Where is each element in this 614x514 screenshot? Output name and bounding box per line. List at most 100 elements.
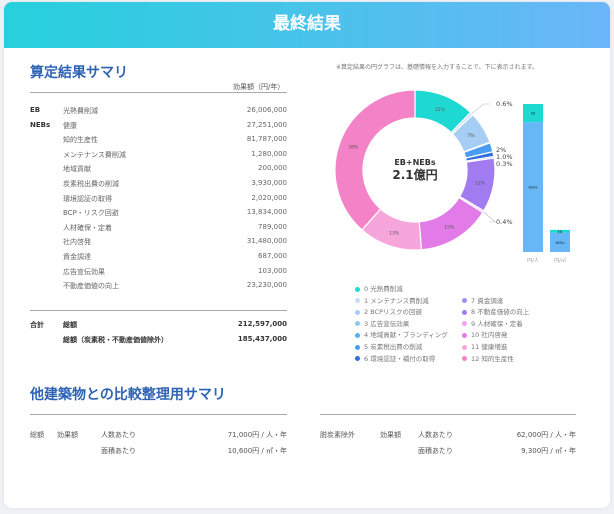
legend-label: 2 BCPリスクの回避	[364, 308, 423, 317]
item-value: 27,251,000	[246, 120, 287, 129]
legend-swatch	[462, 332, 467, 338]
item-name: 炭素税出費の削減	[63, 180, 119, 188]
chart-note: ※算定結果の円グラフは、基礎情報を入力することで、下に表示されます。	[336, 64, 539, 71]
bar-segment	[550, 232, 570, 252]
charts: 12% 0.6% 7% 2%1.0%0.3% 11% 0.4% 15% 13% 38% EB+NE…	[334, 89, 570, 264]
comparison-left-label: 面積あたり	[101, 447, 136, 455]
table-row: 広告宣伝効果 103,000	[30, 267, 287, 281]
item-name: 健康	[63, 121, 77, 130]
summary-title: 算定結果サマリ	[30, 65, 128, 81]
item-name: 環境認証の取得	[63, 194, 112, 203]
legend-item: 3 広告宣伝効果	[355, 318, 409, 328]
legend-swatch	[355, 321, 360, 327]
divider	[30, 414, 287, 415]
legend-item: 0 光熱費削減	[355, 283, 403, 293]
legend-item: 5 炭素税出費の削減	[355, 341, 422, 351]
comparison-left-value: 71,000円 / 人・年	[227, 431, 287, 439]
item-value: 200,000	[258, 164, 287, 173]
table-row: 炭素税出費の削減 3,930,000	[30, 179, 287, 193]
legend-swatch	[355, 309, 360, 315]
bar-segment	[550, 229, 570, 233]
item-value: 31,480,000	[246, 237, 287, 246]
callout-line	[483, 211, 497, 223]
slice-label: 11%	[475, 181, 486, 187]
item-name: 地域貢献	[63, 165, 91, 174]
page-title: 最終結果	[4, 2, 610, 48]
comparison-right-value: 9,300円 / ㎡・年	[521, 447, 576, 455]
legend-swatch	[462, 298, 467, 304]
item-name: メンテナンス費削減	[63, 150, 126, 159]
item-value: 1,280,000	[251, 149, 287, 158]
donut-center-label: EB+NEBs	[394, 158, 436, 167]
comparison-left-kind: 効果額	[57, 431, 78, 439]
total-row: 総額（炭素税・不動産価値除外） 185,437,000	[30, 335, 287, 349]
legend-label: 8 不動産価値の向上	[471, 308, 530, 317]
table-row: 知的生産性 81,787,000	[30, 135, 287, 149]
item-value: 81,787,000	[246, 135, 287, 144]
table-row: メンテナンス費削減 1,280,000	[30, 150, 287, 164]
donut-center-value: 2.1億円	[392, 167, 437, 182]
item-value: 3,930,000	[251, 179, 287, 187]
bar-segment-label: EB	[558, 230, 563, 234]
item-value: 687,000	[258, 252, 287, 260]
bar-category-label: 円/㎡	[554, 257, 566, 264]
item-name: 広告宣伝効果	[63, 267, 105, 276]
item-value: 23,230,000	[246, 281, 287, 290]
legend-label: 6 環境認証・補付の取得	[364, 354, 436, 363]
callout-line	[471, 103, 490, 114]
slice-callout-label: 1.0%	[496, 153, 513, 161]
total-value: 212,597,000	[237, 320, 287, 328]
legend-item: 9 人材確保・定着	[462, 318, 523, 328]
slice-callout-label: 0.4%	[496, 218, 513, 226]
bar-segment-label: EB	[531, 112, 536, 116]
legend-label: 3 広告宣伝効果	[364, 319, 410, 328]
legend-label: 4 地域貢献・ブランディング	[364, 331, 448, 340]
slice-callout-label: 0.6%	[496, 100, 513, 108]
total-name: 総額	[63, 321, 77, 329]
legend-swatch	[462, 309, 467, 315]
total-row: 合計 総額 212,597,000	[30, 320, 287, 334]
divider	[30, 92, 287, 93]
comparison-right-label: 面積あたり	[418, 447, 453, 455]
bar-segment	[523, 122, 543, 252]
legend-swatch	[462, 356, 467, 362]
item-name: 不動産価値の向上	[63, 282, 119, 291]
bar-segment-label: NEBs	[555, 241, 564, 245]
table-row: 資金調達 687,000	[30, 252, 287, 266]
results-card: 最終結果 算定結果サマリ 効果額（円/年） EB 光熱費削減 26,006,000 N…	[4, 2, 610, 508]
total-name: 総額（炭素税・不動産価値除外）	[63, 336, 168, 344]
slice-label: 38%	[348, 145, 359, 151]
table-row: 不動産価値の向上 23,230,000	[30, 281, 287, 295]
pie-slice	[334, 89, 416, 231]
legend-label: 5 炭素税出費の削減	[364, 343, 423, 351]
legend-item: 4 地域貢献・ブランディング	[355, 329, 448, 339]
item-name: 人材確保・定着	[63, 223, 112, 232]
table-row: 地域貢献 200,000	[30, 164, 287, 178]
legend-label: 7 資金調達	[471, 296, 504, 305]
slice-callout-label: 0.3%	[496, 160, 513, 168]
legend-item: 11 健康増進	[462, 341, 507, 351]
table-row: 社内啓発 31,480,000	[30, 237, 287, 251]
divider	[320, 414, 576, 415]
item-value: 2,020,000	[251, 193, 287, 202]
table-row: BCP・リスク回避 13,834,000	[30, 208, 287, 222]
comparison-title: 他建築物との比較整理用サマリ	[30, 387, 226, 403]
comparison-left-value: 10,600円 / ㎡・年	[227, 447, 287, 455]
item-value: 13,834,000	[246, 208, 287, 217]
comparison-right-group: 脱炭素除外	[320, 431, 355, 439]
legend-swatch	[462, 321, 467, 327]
bar-category-label: 円/人	[527, 258, 539, 264]
legend-label: 0 光熱費削減	[364, 285, 403, 293]
table-row: EB 光熱費削減 26,006,000	[30, 106, 287, 120]
legend-swatch	[355, 344, 360, 350]
item-value: 789,000	[258, 222, 287, 231]
slice-label: 13%	[389, 231, 400, 237]
comparison-left-label: 人数あたり	[101, 431, 136, 439]
item-name: 資金調達	[63, 253, 91, 261]
total-value: 185,437,000	[237, 335, 287, 343]
item-value: 26,006,000	[246, 106, 287, 114]
legend-item: 8 不動産価値の向上	[462, 306, 529, 316]
column-header: 効果額（円/年）	[233, 83, 285, 91]
slice-label: 15%	[444, 224, 455, 230]
legend-label: 10 社内啓発	[471, 331, 508, 340]
